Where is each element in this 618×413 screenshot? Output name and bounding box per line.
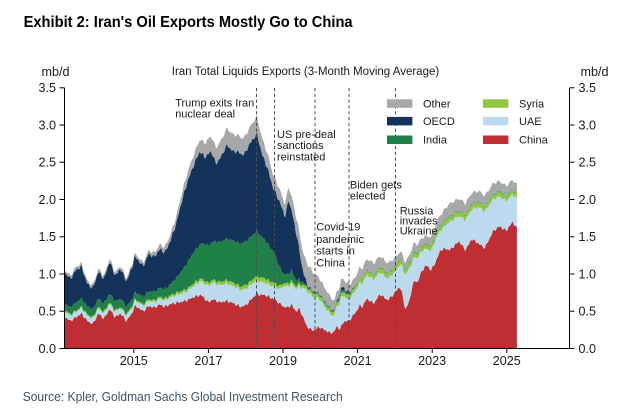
svg-text:elected: elected [350, 191, 385, 203]
svg-text:2025: 2025 [493, 354, 521, 368]
svg-text:mb/d: mb/d [581, 65, 609, 79]
svg-text:Other: Other [423, 98, 451, 110]
svg-text:reinstated: reinstated [277, 151, 325, 163]
svg-text:China: China [316, 258, 346, 270]
svg-text:invades: invades [400, 216, 438, 228]
svg-text:Syria: Syria [519, 98, 545, 110]
svg-text:0.5: 0.5 [38, 305, 56, 319]
svg-text:Trump exits Iran: Trump exits Iran [175, 97, 254, 109]
svg-text:3.0: 3.0 [579, 118, 597, 132]
svg-text:3.5: 3.5 [579, 81, 597, 95]
svg-text:mb/d: mb/d [42, 65, 70, 79]
svg-text:2021: 2021 [344, 354, 372, 368]
svg-text:2.5: 2.5 [579, 156, 597, 170]
svg-text:1.5: 1.5 [38, 230, 56, 244]
svg-text:Russia: Russia [400, 206, 435, 218]
svg-text:1.0: 1.0 [579, 267, 597, 281]
svg-text:2.0: 2.0 [38, 193, 56, 207]
svg-text:Exhibit 2: Iran's Oil Exports: Exhibit 2: Iran's Oil Exports Mostly Go … [24, 14, 353, 31]
svg-text:nuclear deal: nuclear deal [175, 109, 235, 121]
svg-text:2017: 2017 [194, 354, 222, 368]
svg-text:pandemic: pandemic [316, 234, 364, 246]
svg-text:US pre-deal: US pre-deal [277, 129, 336, 141]
svg-text:2.0: 2.0 [579, 193, 597, 207]
svg-text:India: India [423, 135, 448, 147]
svg-text:0.5: 0.5 [579, 305, 597, 319]
svg-text:2023: 2023 [418, 354, 446, 368]
svg-text:sanctions: sanctions [277, 140, 324, 152]
svg-text:China: China [519, 135, 549, 147]
svg-text:Source: Kpler, Goldman Sachs G: Source: Kpler, Goldman Sachs Global Inve… [23, 389, 343, 404]
svg-text:0.0: 0.0 [579, 342, 597, 356]
svg-text:OECD: OECD [423, 116, 455, 128]
svg-text:Ukraine: Ukraine [400, 225, 438, 237]
svg-text:3.0: 3.0 [38, 118, 56, 132]
svg-text:UAE: UAE [519, 116, 542, 128]
svg-text:1.5: 1.5 [579, 230, 597, 244]
svg-text:Iran Total Liquids Exports (3-: Iran Total Liquids Exports (3-Month Movi… [172, 66, 440, 78]
svg-text:1.0: 1.0 [38, 267, 56, 281]
svg-text:Covid-19: Covid-19 [316, 222, 360, 234]
svg-text:Biden gets: Biden gets [350, 179, 402, 191]
svg-text:0.0: 0.0 [38, 342, 56, 356]
svg-text:2019: 2019 [269, 354, 297, 368]
svg-text:2.5: 2.5 [38, 156, 56, 170]
svg-text:2015: 2015 [120, 354, 148, 368]
svg-text:3.5: 3.5 [38, 81, 56, 95]
svg-text:starts in: starts in [316, 246, 355, 258]
